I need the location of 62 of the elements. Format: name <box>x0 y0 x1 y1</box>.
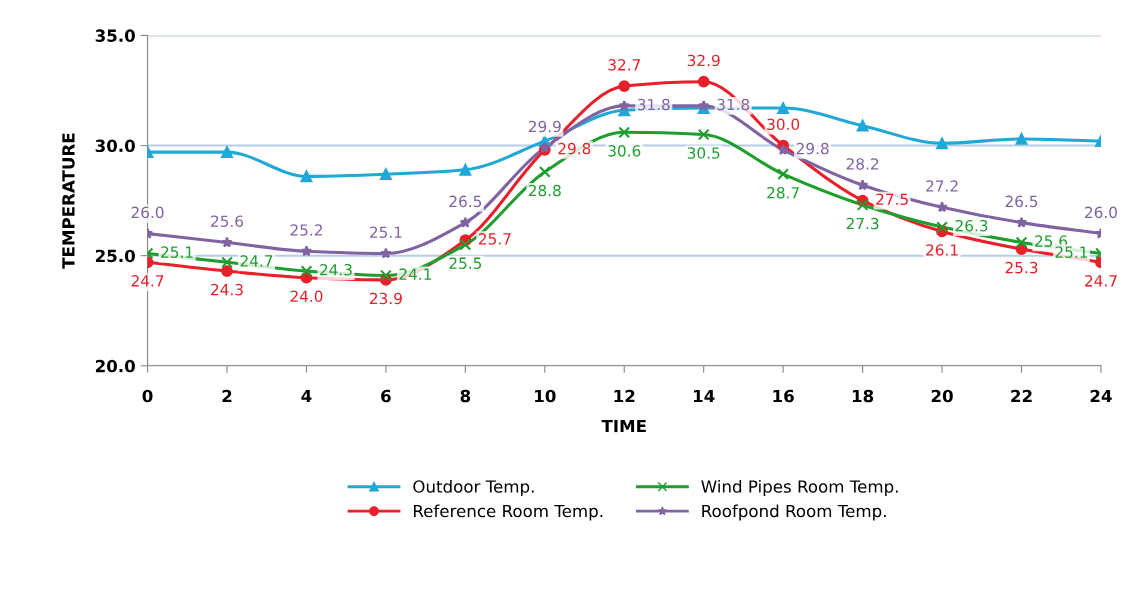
y-axis-title: TEMPERATURE <box>62 133 75 269</box>
x-tick-label: 12 <box>614 389 635 403</box>
legend-label: Roofpond Room Temp. <box>702 504 886 521</box>
y-tick-label: 25.0 <box>95 249 135 263</box>
data-label: 25.1 <box>1055 246 1088 258</box>
data-label: 32.7 <box>608 59 640 71</box>
data-label: 29.8 <box>796 142 829 155</box>
data-label: 30.6 <box>608 145 641 157</box>
data-label: 27.2 <box>926 180 958 192</box>
data-label: 25.5 <box>449 257 482 269</box>
data-label: 24.7 <box>131 275 164 287</box>
x-tick-label: 10 <box>535 389 556 403</box>
data-label: 26.1 <box>926 244 958 256</box>
data-label: 27.3 <box>846 217 879 230</box>
data-label: 25.1 <box>370 226 402 238</box>
data-label: 24.7 <box>1085 275 1117 287</box>
x-axis-title: TIME <box>601 419 646 433</box>
x-tick-label: 18 <box>852 389 874 403</box>
data-label: 31.8 <box>717 98 750 111</box>
data-label: 25.2 <box>290 224 322 236</box>
y-tick-label: 20.0 <box>95 359 135 373</box>
data-label: 28.7 <box>767 186 799 199</box>
data-label: 24.0 <box>290 290 323 303</box>
x-tick-label: 16 <box>773 389 794 403</box>
legend-label: Wind Pipes Room Temp. <box>701 479 898 497</box>
x-tick-label: 2 <box>222 389 232 403</box>
x-tick-label: 4 <box>301 389 312 403</box>
data-label: 28.8 <box>528 184 561 197</box>
data-label: 25.6 <box>211 215 244 227</box>
data-label: 26.3 <box>955 219 988 232</box>
data-label: 30.0 <box>767 118 800 131</box>
x-tick-label: 22 <box>1011 389 1032 403</box>
y-tick-label: 30.0 <box>95 139 135 153</box>
data-label: 26.5 <box>449 195 482 208</box>
y-tick-label: 35.0 <box>95 29 135 42</box>
data-label: 24.3 <box>211 283 243 296</box>
x-tick-label: 6 <box>381 389 391 403</box>
legend-label: Outdoor Temp. <box>413 479 534 497</box>
data-label: 32.9 <box>687 54 720 67</box>
data-label: 27.5 <box>876 193 908 206</box>
data-label: 29.9 <box>528 120 561 133</box>
data-label: 23.9 <box>370 292 402 305</box>
legend-label: Reference Room Temp. <box>413 504 603 521</box>
x-tick-label: 14 <box>693 389 715 403</box>
data-label: 25.3 <box>1005 261 1038 274</box>
data-label: 24.3 <box>320 263 352 276</box>
data-label: 26.0 <box>1085 206 1117 219</box>
x-tick-label: 24 <box>1090 389 1112 403</box>
data-label: 25.7 <box>478 233 511 245</box>
data-label: 28.2 <box>846 158 879 170</box>
data-label: 24.7 <box>240 255 273 267</box>
x-tick-label: 0 <box>142 389 153 403</box>
x-tick-label: 20 <box>931 389 953 403</box>
data-label: 31.8 <box>637 98 670 111</box>
data-label: 26.5 <box>1005 195 1038 208</box>
data-label: 25.1 <box>161 246 193 258</box>
data-label: 26.0 <box>131 206 164 219</box>
data-label: 24.1 <box>399 268 432 280</box>
x-tick-label: 8 <box>460 389 471 403</box>
data-label: 29.8 <box>558 142 591 155</box>
data-label: 25.6 <box>1035 235 1068 247</box>
data-label: 30.5 <box>687 147 720 159</box>
